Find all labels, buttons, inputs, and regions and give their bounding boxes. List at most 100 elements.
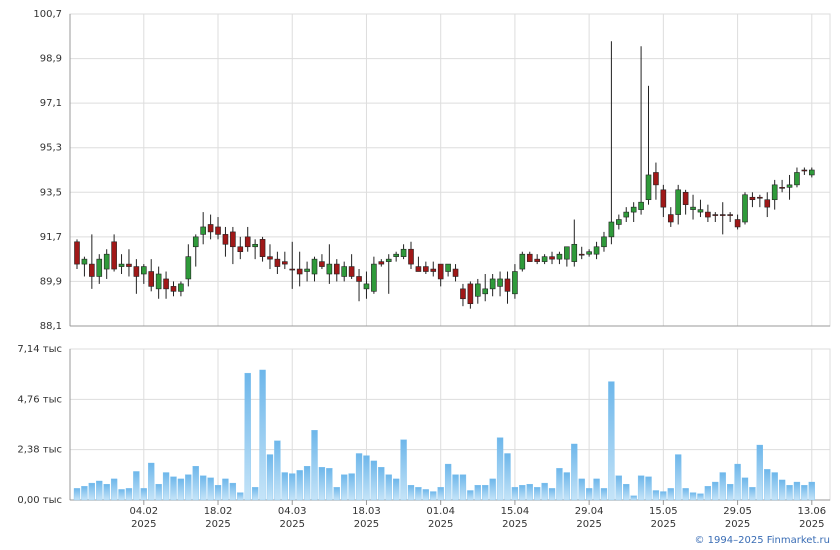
volume-bar [652,490,660,501]
y-tick-label: 95,3 [40,143,62,154]
volume-bar [133,471,140,501]
volume-bar [296,470,303,501]
candle-body [526,253,533,262]
x-tick-label: 15.04 2025 [500,506,530,530]
candle-body [549,256,555,260]
candle-body [467,283,474,305]
candle-body [81,258,88,265]
candle-body [482,288,489,295]
volume-bar [727,483,734,501]
candle-body [96,258,103,277]
volume-bar [534,487,541,501]
candle-body [757,196,763,199]
candle-body [437,263,444,280]
candle-body [808,169,815,176]
volume-bar [259,369,266,501]
volume-bar [303,466,311,501]
volume-bar [88,482,95,501]
volume-bar [474,485,481,501]
x-tick-label: 18.03 2025 [352,506,381,530]
candle-body [794,172,800,186]
volume-bar [771,472,778,501]
x-tick-label: 04.02 2025 [129,506,159,530]
y-tick-label: 97,1 [40,98,62,109]
volume-bar [244,372,251,501]
volume-bar [504,453,511,501]
volume-bar [110,478,118,501]
candle-body [452,268,459,277]
candle-body [556,253,563,260]
candle-body [630,206,637,213]
volume-bar [378,467,385,501]
volume-bar [400,439,407,501]
candle-body [348,266,355,277]
candle-body [274,258,281,267]
volume-bar [251,487,259,501]
candle-body [363,283,370,290]
volume-bar [548,488,556,501]
volume-bar [200,475,207,501]
volume-bar [801,485,808,501]
candle-body [489,278,496,290]
candle-body [267,256,273,260]
volume-bar [459,474,467,501]
candle-body [742,194,748,223]
volume-bar [348,473,355,501]
candle-body [734,219,741,228]
volume-bar [326,468,333,501]
candle-body [289,268,296,271]
candle-body [356,276,362,282]
volume-bar [192,466,199,501]
volume-bar [148,462,155,501]
candle-body [282,261,288,265]
candle-body [771,184,778,201]
candle-body [385,258,392,262]
volume-bar [185,474,192,501]
volume-bar [393,478,400,501]
volume-bar [764,469,771,501]
x-tick-label: 04.03 2025 [277,506,307,530]
candle-body [296,268,303,275]
volume-bar [734,463,741,501]
candle-body [682,191,689,205]
volume-bar [808,481,815,501]
volume-bar [170,476,177,501]
candle-body [727,214,733,216]
candle-body [178,283,184,292]
volume-bar [237,492,244,501]
x-tick-label: 29.05 2025 [723,506,752,530]
volume-bar [489,478,496,501]
candle-body [192,236,199,248]
candle-body [712,214,719,216]
candle-body [564,246,570,260]
volume-bar [741,477,749,501]
volume-bar [623,483,630,501]
volume-bar [407,485,415,501]
candle-body [408,248,414,265]
x-tick-label: 13.06 2025 [797,506,827,530]
volume-bar [207,477,214,501]
candle-body [126,263,132,267]
candle-body [690,206,696,210]
y-tick-label: 93,5 [40,187,62,198]
volume-bar [615,475,622,501]
candle-body [474,283,481,297]
candle-body [512,271,518,295]
candle-body [749,196,756,201]
candle-body [801,169,808,172]
candle-body [623,211,630,218]
candle-body [89,263,95,277]
volume-bar [467,490,474,501]
candle-body [103,253,110,270]
volume-bar [571,443,578,501]
candle-body [430,268,437,272]
candle-body [118,263,125,267]
x-tick-label: 01.04 2025 [426,506,455,530]
volume-bar [519,485,526,501]
y-tick-label: 100,7 [33,9,62,20]
volume-bar [96,480,103,501]
candle-body [319,261,325,267]
volume-bar [437,487,444,501]
